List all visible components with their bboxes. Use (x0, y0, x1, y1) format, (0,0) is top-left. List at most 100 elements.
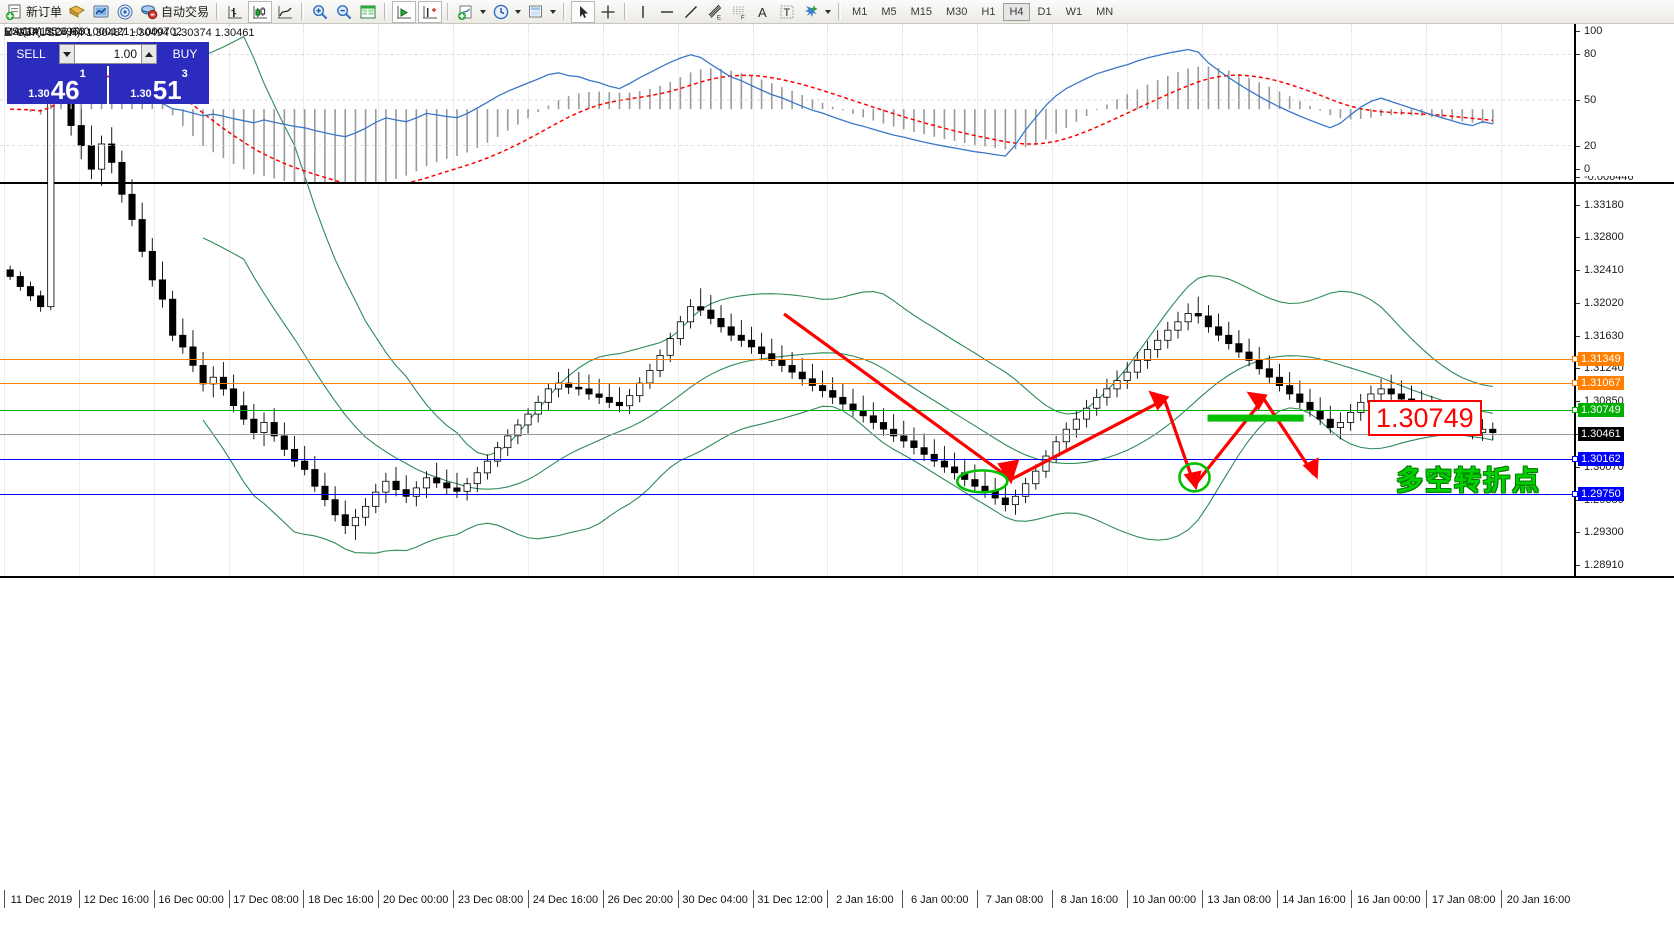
rsi-plot[interactable] (0, 24, 1574, 176)
indicators-button[interactable] (455, 1, 488, 23)
date-tick (1201, 890, 1203, 908)
date-tick-label: 11 Dec 2019 (10, 894, 73, 906)
toolbar-separator (447, 3, 451, 20)
navigator-button[interactable] (114, 1, 136, 23)
price-tick (1576, 205, 1580, 207)
timeframe-m30-button[interactable]: M30 (946, 5, 968, 18)
timeframe-m15-button[interactable]: M15 (910, 5, 932, 18)
toolbar-separator (624, 3, 628, 20)
chevron-down-icon[interactable] (480, 9, 487, 14)
fibonacci-button[interactable]: F (728, 1, 750, 23)
zoom-out-button[interactable] (333, 1, 355, 23)
text-label-button[interactable]: T (776, 1, 798, 23)
chevron-down-icon[interactable] (550, 9, 557, 14)
price-tag-resistance[interactable]: 1.31067 (1578, 375, 1624, 390)
price-tag-resistance[interactable]: 1.31349 (1578, 352, 1624, 367)
chart-shift-button[interactable] (418, 0, 443, 23)
cursor-button[interactable] (571, 0, 596, 23)
chinese-note-annotation: 多空转折点 (1396, 466, 1541, 496)
text-button[interactable]: A (752, 1, 774, 23)
templates-button[interactable] (525, 1, 558, 23)
chevron-down-icon[interactable] (515, 9, 522, 14)
price-level-line-resistance[interactable] (0, 359, 1574, 361)
chart-area[interactable]: 1.351301.347401.343501.339601.335701.331… (0, 24, 1674, 944)
sell-button[interactable]: SELL (7, 42, 55, 66)
equidistant-channel-button[interactable]: E (704, 1, 726, 23)
periods-button[interactable] (490, 1, 523, 23)
timeframe-m1-button[interactable]: M1 (852, 5, 868, 18)
price-level-handle[interactable] (1572, 406, 1578, 413)
market-watch-button[interactable] (90, 1, 112, 23)
price-tick-label: 1.28910 (1584, 558, 1624, 571)
auto-scroll-button[interactable] (392, 0, 417, 23)
price-level-line-support[interactable] (0, 493, 1574, 495)
chart-grid-button[interactable] (357, 1, 379, 23)
text-label-icon: T (780, 5, 794, 19)
volume-increment-button[interactable] (141, 44, 157, 64)
horizontal-line-button[interactable] (656, 1, 678, 23)
grid-icon (360, 5, 376, 18)
crosshair-button[interactable] (597, 1, 619, 23)
macd-pane[interactable]: MACD(12,26,9) 0.000121 -0.000702 0.00753… (0, 24, 1674, 184)
date-tick-label: 14 Jan 16:00 (1282, 894, 1346, 906)
date-tick (1276, 890, 1278, 908)
autotrading-button[interactable]: 自动交易 (138, 1, 211, 23)
timeframe-h1-button[interactable]: H1 (981, 5, 996, 18)
vertical-gridline (303, 24, 305, 576)
date-tick-label: 17 Jan 08:00 (1431, 894, 1496, 906)
zoom-in-button[interactable] (309, 1, 331, 23)
vertical-gridline (1276, 24, 1278, 576)
autotrading-label: 自动交易 (161, 5, 210, 19)
new-order-button[interactable]: 新订单 (3, 1, 64, 23)
buy-price-quote[interactable]: 1.30 51 3 (109, 66, 209, 104)
timeframe-w1-button[interactable]: W1 (1065, 5, 1083, 18)
price-level-line-target[interactable] (0, 409, 1574, 411)
volume-decrement-button[interactable] (59, 44, 75, 64)
buy-button[interactable]: BUY (161, 42, 209, 66)
line-chart-button[interactable] (274, 1, 296, 23)
sell-price-quote[interactable]: 1.30 46 1 (7, 66, 107, 104)
timeframe-d1-button[interactable]: D1 (1037, 5, 1052, 18)
main-toolbar: 新订单 自动交易 (0, 0, 1674, 24)
date-axis[interactable]: 11 Dec 2019 12 Dec 16:00 16 Dec 00:00 17 De… (0, 890, 1674, 944)
price-tag-support[interactable]: 1.30162 (1578, 452, 1624, 467)
price-level-handle[interactable] (1572, 456, 1578, 463)
timeframe-h4-button[interactable]: H4 (1003, 2, 1030, 21)
timeframe-mn-button[interactable]: MN (1096, 5, 1114, 18)
price-level-handle[interactable] (1572, 356, 1578, 363)
svg-text:F: F (741, 15, 745, 21)
expert-advisors-button[interactable] (66, 1, 88, 23)
date-tick (1501, 890, 1503, 908)
price-tick-label: 1.31630 (1584, 329, 1624, 342)
volume-stepper[interactable]: 1.00 (55, 42, 161, 66)
price-level-line-resistance[interactable] (0, 382, 1574, 384)
price-level-line-support[interactable] (0, 459, 1574, 461)
price-tag-support[interactable]: 1.29750 (1578, 486, 1624, 501)
price-level-handle[interactable] (1572, 379, 1578, 386)
price-pane[interactable]: 1.351301.347401.343501.339601.335701.331… (0, 24, 1674, 578)
chevron-down-icon[interactable] (825, 9, 832, 14)
price-callout-annotation: 1.30749 (1368, 400, 1482, 436)
volume-input[interactable]: 1.00 (75, 44, 141, 64)
collapse-triangle-icon[interactable] (4, 30, 12, 36)
price-level-handle[interactable] (1572, 490, 1578, 497)
candlestick-button[interactable] (248, 0, 273, 23)
sell-price-pips: 46 (50, 75, 80, 105)
price-tick-label: 1.32800 (1584, 231, 1624, 243)
vertical-line-button[interactable] (632, 1, 654, 23)
one-click-trading-panel: SELL 1.00 BUY 1.30 46 1 1.30 51 3 (7, 42, 209, 104)
rsi-axis[interactable]: 100 80 50 20 0 (1574, 24, 1674, 176)
zoom-in-icon (313, 4, 328, 19)
price-plot[interactable] (0, 24, 1574, 576)
vertical-gridline (1201, 24, 1203, 576)
trendline-button[interactable] (680, 1, 702, 23)
price-tag-current[interactable]: 1.30461 (1578, 426, 1624, 441)
bar-chart-button[interactable] (224, 1, 246, 23)
price-tag-target[interactable]: 1.30749 (1578, 402, 1624, 417)
date-tick-label: 30 Dec 04:00 (682, 894, 748, 906)
chevron-down-icon (63, 51, 71, 57)
price-level-line-current[interactable] (0, 433, 1574, 435)
timeframe-m5-button[interactable]: M5 (881, 5, 897, 18)
shapes-button[interactable] (800, 1, 833, 23)
rsi-pane[interactable]: RSI(14) 55.3963 100 80 50 20 0 (0, 24, 1674, 176)
